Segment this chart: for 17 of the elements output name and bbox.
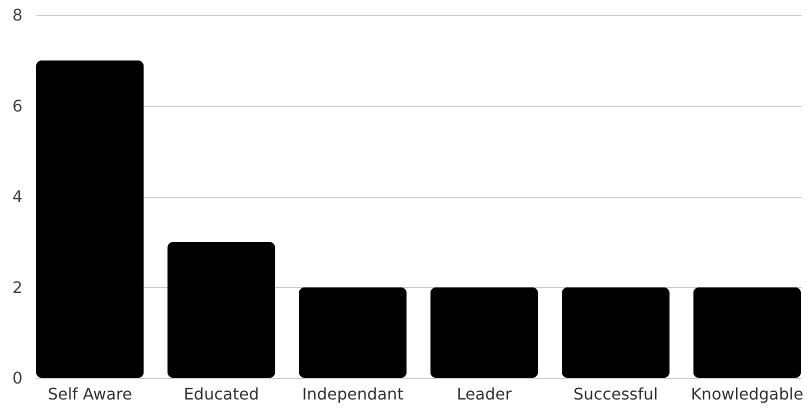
x-tick-label: Self Aware [48,384,132,404]
x-tick-label: Successful [573,384,658,404]
bar [167,242,276,378]
bar [430,287,538,378]
x-tick-label: Leader [456,384,512,404]
bar [693,287,801,378]
y-tick-label: 4 [12,187,22,206]
bar [562,287,670,378]
y-tick-label: 2 [12,278,22,297]
y-tick-label: 8 [12,6,22,24]
x-tick-label: Knowledgable [690,384,804,404]
y-tick-label: 6 [12,96,22,116]
x-tick-label: Independant [302,384,404,404]
bar [36,60,144,378]
bar [298,287,407,378]
x-tick-label: Educated [184,384,259,404]
y-tick-label: 0 [12,368,22,388]
